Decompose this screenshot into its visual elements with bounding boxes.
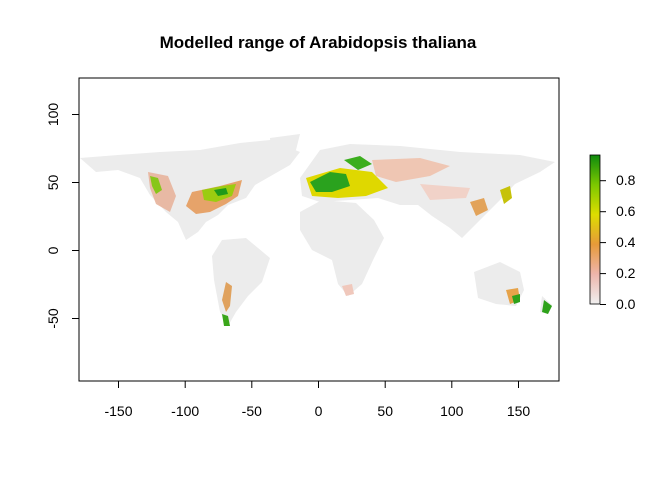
legend-colorbar (589, 154, 601, 305)
x-tick-label: 50 (377, 403, 393, 419)
legend-tick-label: 0.6 (616, 203, 636, 219)
legend-tick-label: 0.0 (616, 296, 636, 312)
y-tick-label: 0 (45, 246, 61, 254)
y-tick-label: 50 (45, 175, 61, 191)
y-tick-label: 100 (45, 103, 61, 127)
x-tick-label: -50 (242, 403, 262, 419)
legend-tick-label: 0.2 (616, 265, 636, 281)
suitability-layer (148, 156, 552, 326)
landmass-north-america (80, 140, 300, 240)
landmass-africa (300, 200, 384, 296)
legend-tick-label: 0.8 (616, 172, 636, 188)
x-tick-label: -100 (171, 403, 199, 419)
map-plot-area (78, 77, 560, 382)
y-tick-label: -50 (45, 308, 61, 328)
y-axis: 100 50 0 -50 (45, 103, 80, 329)
x-tick-label: 0 (315, 403, 323, 419)
x-axis: -150 -100 -50 0 50 100 150 (104, 380, 531, 419)
landmass-south-america (212, 238, 270, 326)
legend-tick-label: 0.4 (616, 234, 636, 250)
landmass-greenland (270, 134, 300, 168)
color-legend: 0.0 0.2 0.4 0.6 0.8 (589, 154, 636, 312)
chart-title: Modelled range of Arabidopsis thaliana (160, 33, 477, 52)
x-tick-label: -150 (104, 403, 132, 419)
x-tick-label: 100 (440, 403, 464, 419)
x-tick-label: 150 (507, 403, 531, 419)
